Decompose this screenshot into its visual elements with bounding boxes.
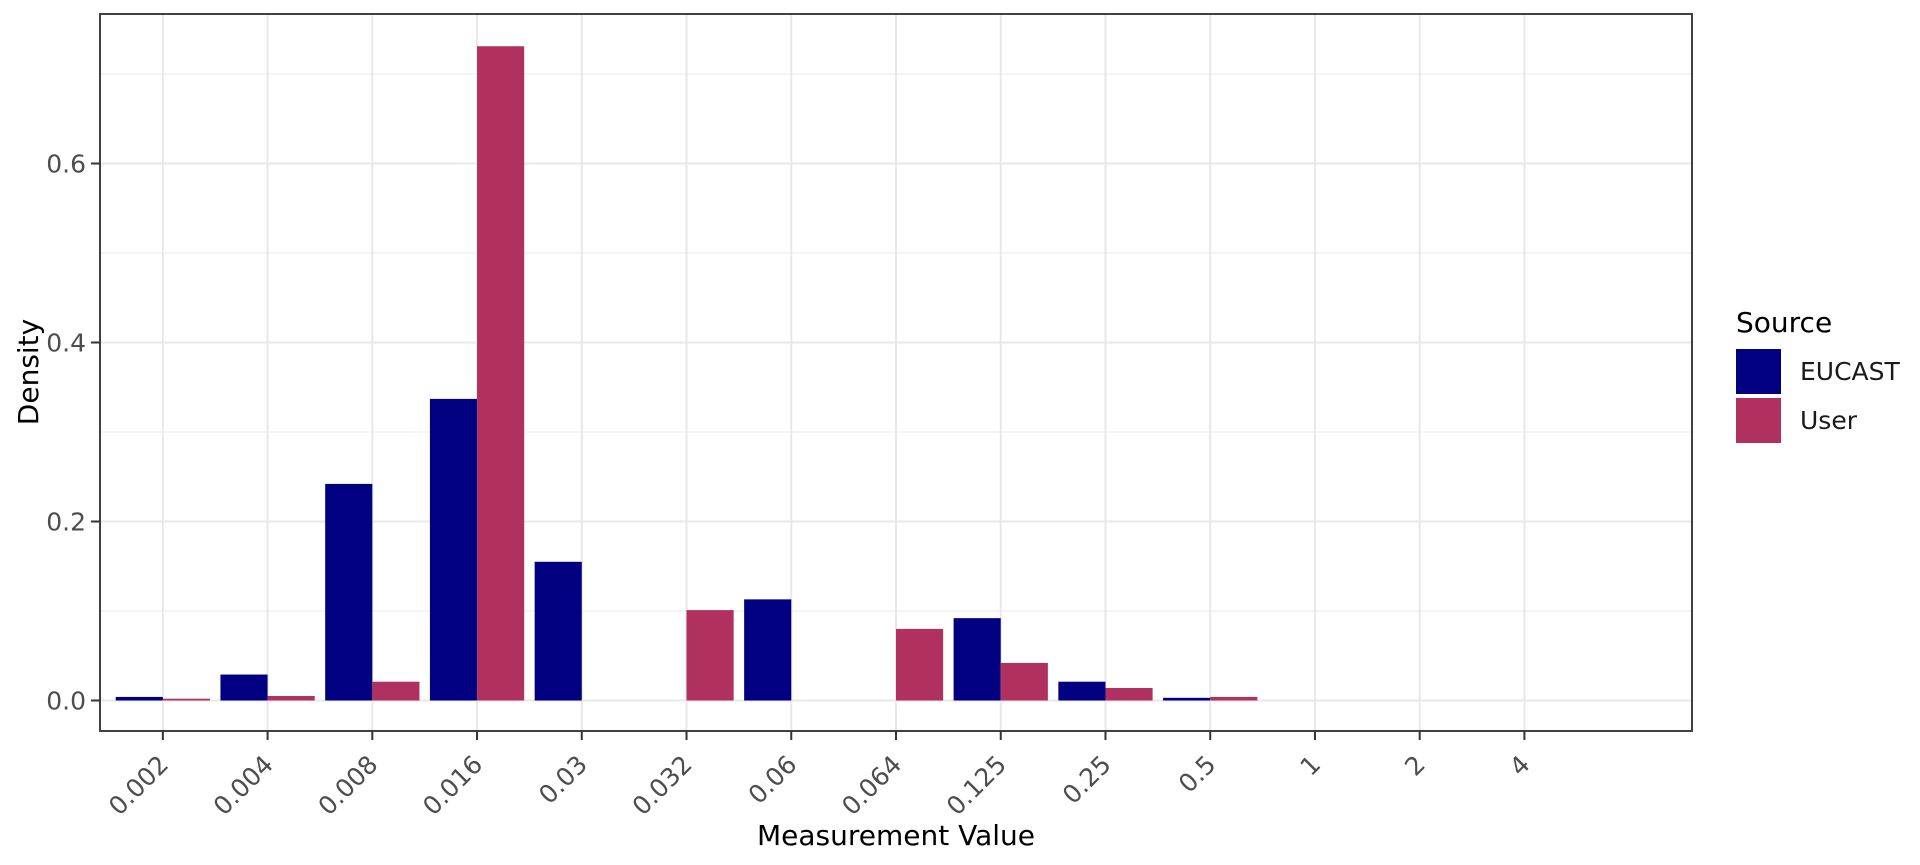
tick-layer — [91, 162, 1526, 740]
y-axis-title: Density — [12, 319, 45, 425]
bar-user-0.25 — [1105, 687, 1153, 701]
y-axis-tick-labels: 0.0 0.2 0.4 0.6 — [46, 150, 86, 716]
legend-title: Source — [1736, 306, 1832, 339]
bar-eucast-0.016 — [429, 398, 478, 701]
bar-eucast-0.5 — [1163, 697, 1211, 701]
x-tick-label: 0.016 — [417, 750, 488, 821]
x-axis-tick-labels: 0.002 0.004 0.008 0.016 0.03 0.032 0.06 0.064 0.… — [103, 750, 1536, 821]
bar-layer — [115, 46, 1258, 701]
bar-eucast-0.125 — [953, 618, 1001, 701]
x-tick-label: 0.125 — [941, 750, 1012, 821]
bar-user-0.064 — [896, 628, 944, 701]
bar-eucast-0.03 — [534, 561, 582, 701]
bar-user-0.5 — [1210, 696, 1258, 701]
bar-user-0.016 — [477, 46, 525, 701]
bar-user-0.032 — [686, 610, 734, 701]
x-tick-label: 0.008 — [312, 750, 383, 821]
bar-eucast-0.25 — [1058, 681, 1106, 701]
y-tick-label: 0.6 — [46, 150, 86, 179]
x-axis-title: Measurement Value — [757, 819, 1035, 852]
x-tick-label: 1 — [1294, 750, 1326, 782]
x-tick-label: 0.03 — [533, 750, 593, 810]
y-tick-label: 0.2 — [46, 508, 86, 537]
x-tick-label: 0.25 — [1057, 750, 1117, 810]
x-tick-label: 0.064 — [836, 750, 907, 821]
bar-user-0.125 — [1000, 662, 1048, 701]
x-tick-label: 0.032 — [627, 750, 698, 821]
y-tick-label: 0.4 — [46, 329, 86, 358]
x-tick-label: 2 — [1399, 750, 1431, 782]
x-tick-label: 0.002 — [103, 750, 174, 821]
legend-key-user — [1736, 398, 1781, 443]
legend-label-eucast: EUCAST — [1800, 357, 1901, 386]
bar-eucast-0.004 — [220, 674, 268, 701]
bar-user-0.004 — [267, 696, 315, 701]
x-tick-label: 0.06 — [743, 750, 803, 810]
x-tick-label: 0.004 — [208, 750, 279, 821]
bar-eucast-0.008 — [325, 483, 373, 701]
bar-eucast-0.002 — [115, 696, 163, 701]
bar-eucast-0.06 — [744, 599, 792, 701]
bar-user-0.008 — [372, 681, 420, 701]
legend-keys: EUCAST User — [1736, 349, 1901, 443]
x-tick-label: 0.5 — [1173, 750, 1222, 799]
y-tick-label: 0.0 — [46, 687, 86, 716]
bar-user-0.002 — [162, 698, 210, 701]
legend-key-eucast — [1736, 349, 1781, 394]
x-tick-label: 4 — [1504, 750, 1536, 782]
legend-label-user: User — [1800, 406, 1858, 435]
legend: Source EUCAST User — [1736, 306, 1901, 443]
